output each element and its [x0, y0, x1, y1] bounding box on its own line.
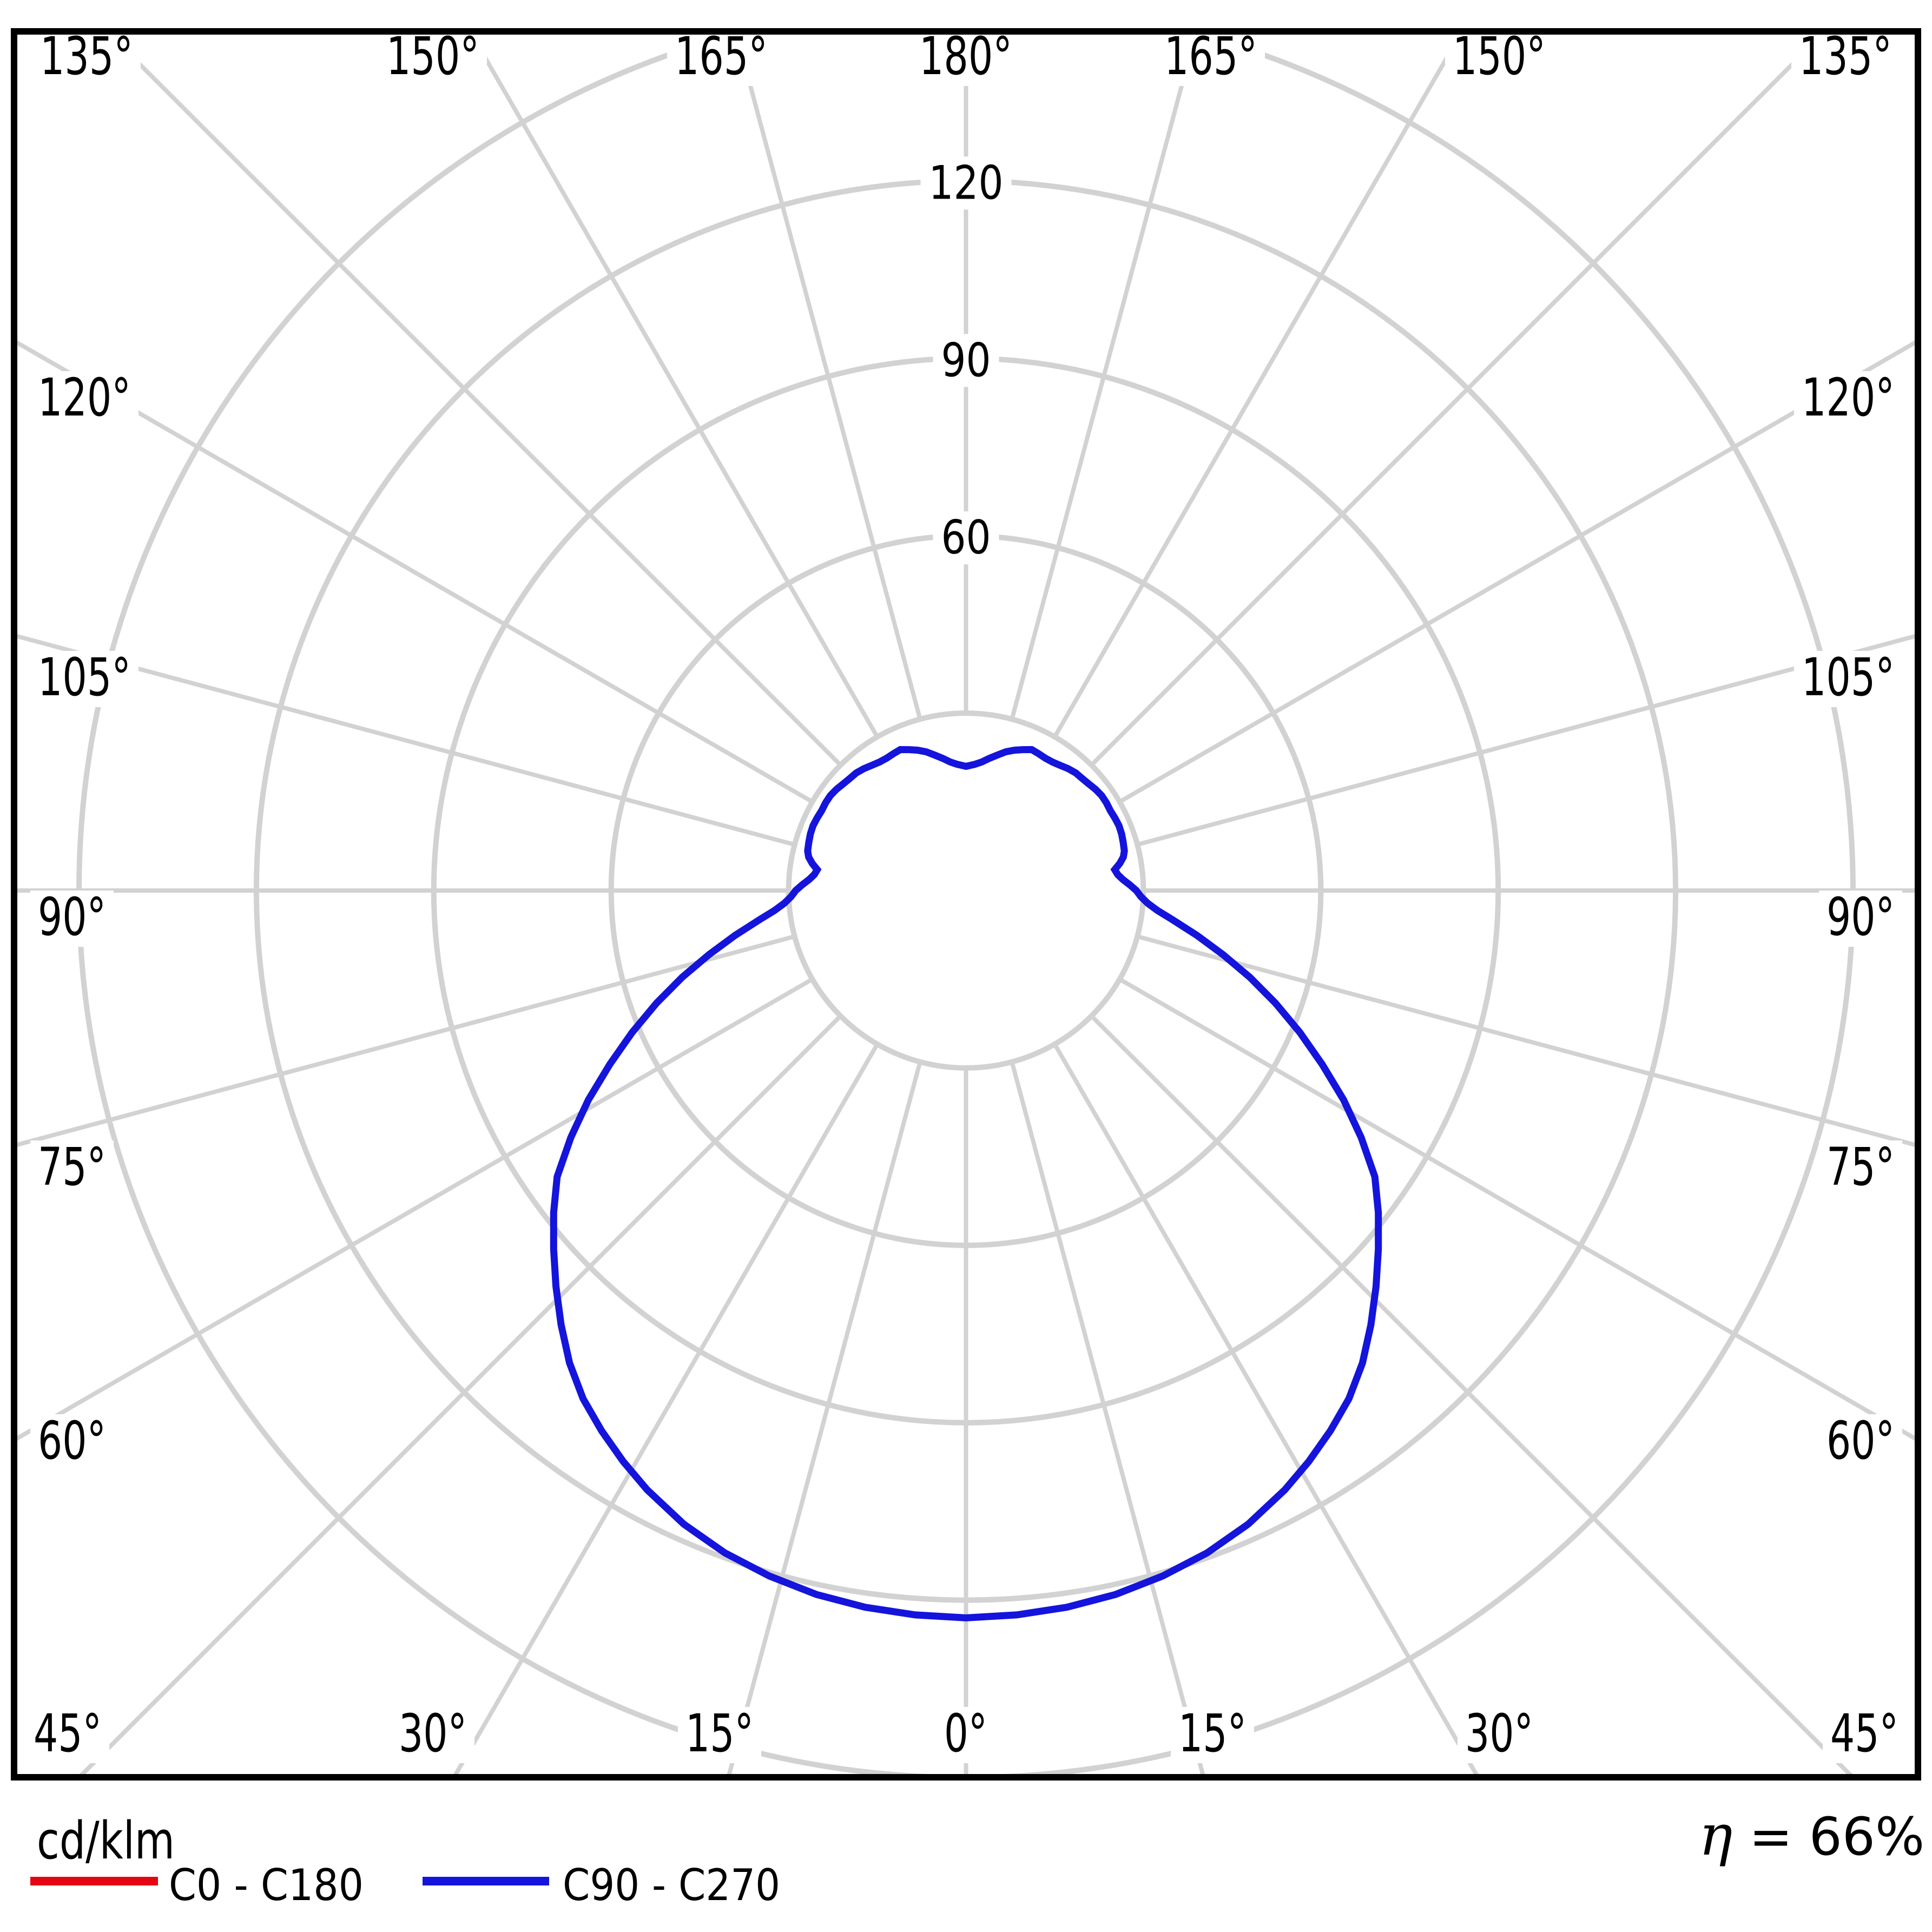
axis-label-bg [1157, 30, 1265, 86]
grid-ray [1090, 31, 1829, 767]
efficiency-label: η = 66% [1699, 1802, 1924, 1868]
grid-ray [1052, 1043, 1481, 1777]
tick-label: 120 [929, 156, 1004, 210]
grid-ray [1137, 633, 1918, 847]
axis-label-bg [391, 1707, 474, 1763]
grid-ray [14, 338, 814, 804]
angle-label: 60° [1827, 1410, 1895, 1471]
angle-label: 90° [38, 887, 106, 947]
angle-label: 75° [38, 1137, 106, 1197]
angle-label: 180° [919, 26, 1012, 87]
grid-ray [1010, 31, 1199, 720]
angle-label: 45° [1830, 1703, 1898, 1764]
angle-label: 135° [1799, 26, 1892, 87]
plot-frame [11, 28, 1921, 1781]
grid-ray [14, 633, 795, 847]
grid-ray [1052, 31, 1465, 738]
grid-ray [103, 31, 842, 767]
axis-label-bg [30, 651, 139, 707]
axis-label-bg [1823, 1707, 1906, 1763]
angle-label: 105° [1802, 647, 1895, 708]
angle-label: 120° [1802, 367, 1895, 428]
legend-label-c0: C0 - C180 [169, 1860, 364, 1910]
angle-label: 90° [1827, 887, 1895, 947]
eta-value: = 66% [1732, 1806, 1924, 1867]
axis-label-bg [26, 1707, 109, 1763]
axis-label-bg [1819, 1414, 1902, 1471]
grid-ray [1090, 1014, 1856, 1777]
axis-label-bg [1819, 1140, 1902, 1197]
axis-label-bg [667, 30, 775, 86]
axis-label-bg [1794, 651, 1902, 707]
axis-label-bg [1458, 1707, 1541, 1763]
grid-ray [76, 1014, 842, 1777]
axis-label-bg [32, 30, 141, 86]
angle-label: 0° [944, 1703, 987, 1764]
angle-label: 75° [1827, 1137, 1895, 1197]
angle-label: 105° [38, 647, 131, 708]
axis-label-bg [379, 30, 487, 86]
grid-ray [726, 1061, 922, 1777]
grid-ray [733, 31, 922, 720]
axis-label-bg [30, 1140, 114, 1197]
tick-label-bg [933, 334, 999, 387]
axis-labels: 135° 150° 165° 180° 165° 150° 135° 45° 30° 15° 0° 1… [26, 26, 1906, 1764]
angle-label: 30° [399, 1703, 467, 1764]
angle-label: 30° [1465, 1703, 1533, 1764]
axis-label-bg [1819, 891, 1902, 947]
unit-label: cd/klm [37, 1811, 175, 1871]
angle-label: 150° [1453, 26, 1546, 87]
angle-label: 15° [1178, 1703, 1247, 1764]
axis-label-bg [937, 1707, 995, 1763]
axis-label-bg [1445, 30, 1553, 86]
legend-label-c90: C90 - C270 [563, 1860, 780, 1910]
axis-label-bg [30, 371, 139, 427]
c90-c270-curve [550, 746, 1382, 1621]
legend: C0 - C180 C90 - C270 [30, 1860, 780, 1910]
eta-symbol: η [1699, 1802, 1732, 1868]
grid-ray [14, 934, 795, 1148]
tick-label: 90 [941, 333, 991, 387]
tick-label: 60 [941, 511, 991, 565]
axis-label-bg [30, 1414, 114, 1471]
angle-label: 15° [685, 1703, 754, 1764]
grid-ray [1118, 338, 1918, 804]
axis-label-bg [1171, 1707, 1254, 1763]
axis-label-bg [1794, 371, 1902, 427]
angle-label: 135° [40, 26, 133, 87]
tick-label-bg [933, 511, 999, 565]
angle-label: 165° [1164, 26, 1257, 87]
angle-label: 45° [34, 1703, 102, 1764]
angle-label: 150° [386, 26, 479, 87]
axis-label-bg [30, 891, 114, 947]
grid-ray [451, 1043, 880, 1777]
grid-ray [1118, 977, 1918, 1443]
grid-ray [14, 977, 814, 1443]
axis-label-bg [912, 30, 1020, 86]
tick-label-bg [920, 156, 1012, 210]
axis-label-bg [678, 1707, 761, 1763]
angle-label: 165° [675, 26, 768, 87]
angle-label: 60° [38, 1410, 106, 1471]
grid-ray [1137, 934, 1918, 1148]
axis-label-bg [1791, 30, 1900, 86]
grid-ray [467, 31, 880, 738]
grid-ray [1010, 1061, 1206, 1777]
angle-label: 120° [38, 367, 131, 428]
intensity-curves [550, 746, 1382, 1621]
